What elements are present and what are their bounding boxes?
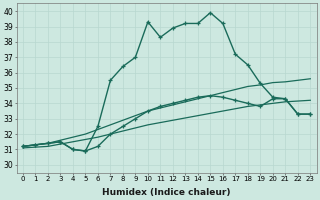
X-axis label: Humidex (Indice chaleur): Humidex (Indice chaleur) [102,188,231,197]
